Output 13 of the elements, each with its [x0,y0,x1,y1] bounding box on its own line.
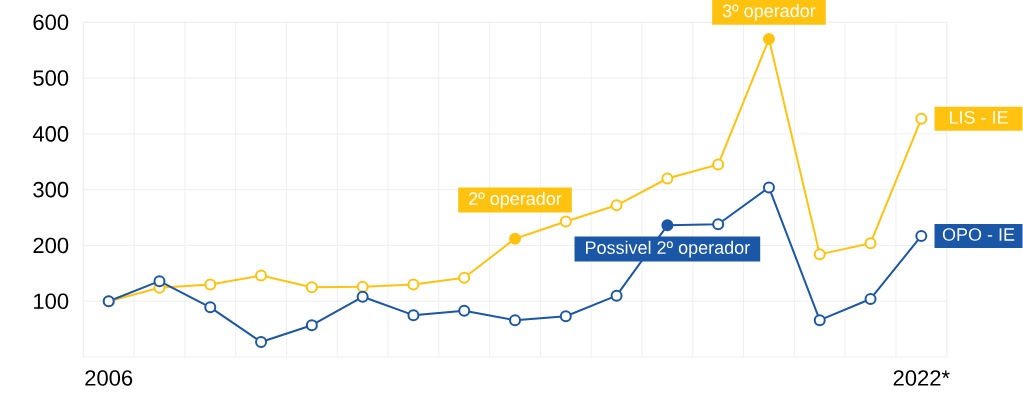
x-tick-label: 2006 [85,370,133,386]
y-tick-label: 600 [33,14,69,31]
annotation: 3º operador [722,4,816,21]
x-tick-label: 2022* [893,370,950,386]
y-tick-label: 200 [33,237,69,254]
y-tick-label: 300 [33,181,69,198]
annotation: 2º operador [469,191,562,209]
y-tick-label: 100 [34,293,69,310]
y-tick-label: 500 [33,70,69,86]
series-label: LIS - IE [949,110,1008,124]
y-tick-label: 400 [32,126,69,142]
annotation: Possivel 2º operador [586,240,750,258]
series-label: OPO - IE [942,228,1015,241]
